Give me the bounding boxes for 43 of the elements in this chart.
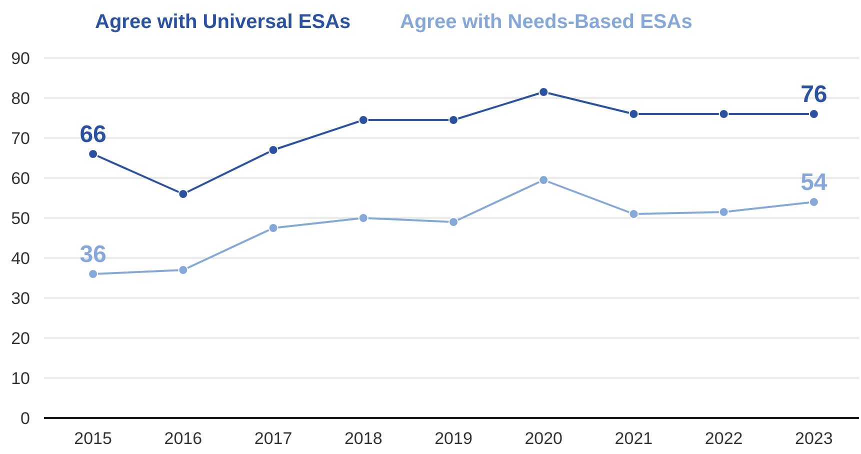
x-tick-label: 2018 <box>344 429 382 448</box>
point <box>88 149 98 159</box>
point <box>268 145 278 155</box>
x-tick-label: 2016 <box>164 429 202 448</box>
y-tick-label: 50 <box>11 208 30 228</box>
annotation: 76 <box>800 81 828 108</box>
y-tick-label: 20 <box>11 328 30 348</box>
point <box>178 189 188 199</box>
y-tick-label: 80 <box>11 88 30 108</box>
point <box>808 109 819 119</box>
point <box>358 213 368 223</box>
y-tick-label: 30 <box>11 288 30 308</box>
point <box>808 197 819 207</box>
point <box>538 175 549 185</box>
point <box>88 269 98 279</box>
point <box>538 87 549 97</box>
x-tick-label: 2015 <box>74 429 112 448</box>
x-tick-label: 2022 <box>704 429 743 448</box>
y-tick-label: 60 <box>11 168 30 188</box>
point <box>448 115 458 125</box>
x-tick-label: 2020 <box>524 429 563 448</box>
y-tick-label: 10 <box>11 368 30 388</box>
y-tick-label: 40 <box>11 248 30 268</box>
point <box>358 115 368 125</box>
annotation: 54 <box>800 169 828 196</box>
text: Agree with Needs-Based ESAs <box>400 11 692 33</box>
text: Agree with Universal ESAs <box>95 11 351 33</box>
point <box>268 223 278 233</box>
x-tick-label: 2019 <box>434 429 472 448</box>
annotation: 36 <box>80 241 106 268</box>
x-tick-label: 2021 <box>614 429 653 448</box>
point <box>718 109 729 119</box>
y-tick-label: 90 <box>11 48 30 68</box>
point <box>718 207 729 217</box>
point <box>448 217 458 227</box>
x-tick-label: 2017 <box>254 429 292 448</box>
x-tick-label: 2023 <box>795 429 833 448</box>
y-tick-label: 70 <box>11 128 30 148</box>
y-tick-label: 0 <box>20 408 30 428</box>
point <box>628 209 639 219</box>
point <box>628 109 639 119</box>
point <box>178 265 188 275</box>
annotation: 66 <box>80 121 106 148</box>
